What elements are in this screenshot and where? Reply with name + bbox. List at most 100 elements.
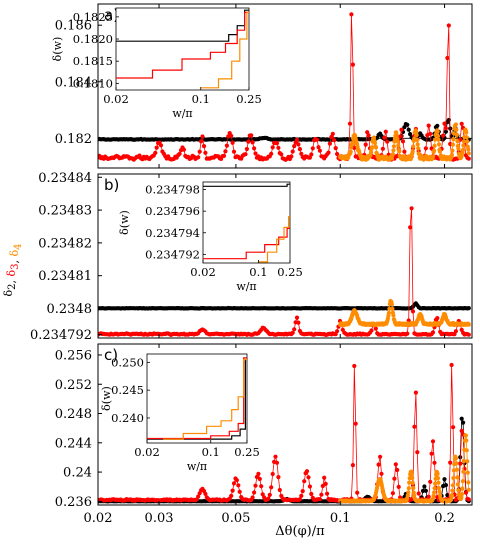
inset-y-tick-label: 0.234792 [145,247,200,261]
inset-y-tick-label: 0.245 [111,383,144,397]
point-delta4 [411,144,416,149]
point-delta3 [290,330,295,335]
series-group [98,206,471,337]
point-delta2 [443,129,448,134]
point-delta3 [292,327,297,332]
inset-line-delta4 [163,359,247,440]
point-delta2 [442,477,447,482]
y-label-part: δ [5,270,18,277]
inset-frame [115,7,250,91]
point-delta4 [455,482,460,487]
point-delta4 [435,129,440,134]
point-delta3 [319,492,324,497]
point-delta4 [409,472,414,477]
point-delta3 [435,316,440,321]
point-delta4 [432,148,437,153]
point-delta3 [415,450,420,455]
point-delta4 [387,306,392,311]
point-delta3 [402,149,407,154]
point-delta4 [433,481,438,486]
point-delta3 [297,147,302,152]
point-delta4 [466,147,471,152]
y-tick-label: 0.23483 [38,204,92,219]
point-delta4 [389,156,394,161]
inset-y-label: δ(w) [118,210,131,235]
point-delta3 [277,487,282,493]
point-delta3 [221,153,227,158]
point-delta4 [391,144,396,149]
y-tick-label: 0.244 [55,436,92,451]
point-delta3 [302,479,307,484]
point-delta4 [437,149,443,154]
point-delta3 [453,329,458,334]
point-delta3 [269,151,274,156]
point-delta4 [455,475,460,480]
point-delta3 [400,139,406,144]
point-delta3 [350,463,355,468]
point-delta3 [459,428,464,433]
x-tick-label: 0.02 [84,511,113,526]
point-delta3 [250,495,255,500]
point-delta2 [443,483,448,488]
point-delta4 [465,139,470,144]
point-delta4 [454,132,459,137]
point-delta4 [410,480,415,485]
point-delta4 [435,134,441,139]
point-delta4 [460,486,465,491]
point-delta3 [244,146,249,152]
panel-frame [97,173,473,339]
point-delta3 [430,330,436,335]
point-delta4 [454,127,459,132]
point-delta3 [253,483,258,488]
point-delta3 [459,121,464,126]
point-delta3 [231,149,237,154]
point-delta3 [276,475,281,480]
point-delta4 [450,142,455,147]
point-delta3 [349,12,354,17]
point-delta3 [201,144,207,149]
point-delta3 [300,489,305,494]
point-delta4 [432,490,437,495]
point-delta4 [461,139,466,144]
point-delta3 [352,363,357,369]
point-delta3 [290,149,295,154]
point-delta3 [322,475,327,480]
inset-3: 0.250 0.245 0.240 0.02 0.1 0.25 δ(w) w/π [100,353,260,473]
point-delta3 [246,139,251,144]
point-delta4 [391,148,396,153]
point-delta2 [466,306,471,311]
inset-y-label: δ(w) [51,37,64,62]
point-delta4 [464,448,469,453]
point-delta3 [325,491,330,496]
x-tick-label: 0.2 [434,511,455,526]
point-delta3 [252,490,257,495]
inset-line-delta4 [258,216,290,263]
point-delta4 [465,470,470,475]
series-group [98,362,471,504]
point-delta3 [250,140,255,145]
point-delta4 [386,310,391,316]
point-delta3 [203,150,208,155]
point-delta3 [236,483,241,488]
point-delta3 [316,145,321,150]
point-delta3 [378,454,383,459]
point-delta4 [414,132,419,138]
point-delta3 [270,471,275,477]
point-delta3 [315,137,320,142]
inset-x-tick-label: 0.25 [277,265,303,279]
point-delta4 [451,137,456,142]
point-delta3 [320,483,325,489]
point-delta3 [304,469,310,474]
point-delta3 [223,149,228,154]
inset-x-tick-label: 0.25 [234,445,260,459]
point-delta3 [392,476,397,481]
panels: 0.186 0.184 0.182 a)0.1825 0.1820 0.1815 0.181… [30,3,473,526]
point-delta3 [398,134,403,139]
point-delta3 [428,131,433,136]
point-delta4 [390,152,395,157]
point-delta4 [390,306,395,311]
point-delta3 [299,151,304,156]
point-delta3 [257,476,262,482]
point-delta4 [368,150,374,155]
point-delta3 [224,143,229,148]
